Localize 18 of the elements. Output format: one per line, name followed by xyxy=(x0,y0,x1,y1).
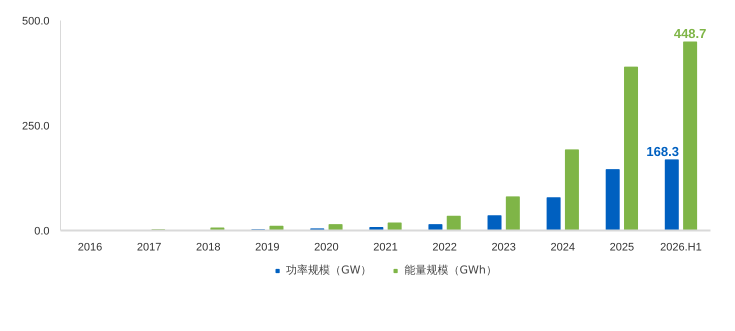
x-tick-label: 2016 xyxy=(78,242,102,254)
x-tick-label: 2020 xyxy=(314,242,339,254)
x-tick-label: 2022 xyxy=(432,242,457,254)
legend-label: 功率规模（GW） xyxy=(286,262,372,278)
data-label: 448.7 xyxy=(674,26,706,42)
y-tick-label: 250.0 xyxy=(22,120,50,132)
y-tick-label: 500.0 xyxy=(22,16,50,28)
legend-label: 能量规模（GWh） xyxy=(404,262,497,278)
y-tick-label: 0.0 xyxy=(34,226,50,238)
x-tick-label: 2024 xyxy=(550,242,576,254)
data-label: 168.3 xyxy=(646,144,679,159)
x-tick-label: 2026.H1 xyxy=(660,242,702,254)
x-tick-label: 2023 xyxy=(491,242,516,254)
x-tick-label: 2021 xyxy=(373,242,398,254)
x-tick-label: 2018 xyxy=(196,242,220,254)
x-tick-label: 2017 xyxy=(136,242,162,254)
x-tick-label: 2025 xyxy=(610,242,634,254)
x-tick-label: 2019 xyxy=(255,242,280,254)
